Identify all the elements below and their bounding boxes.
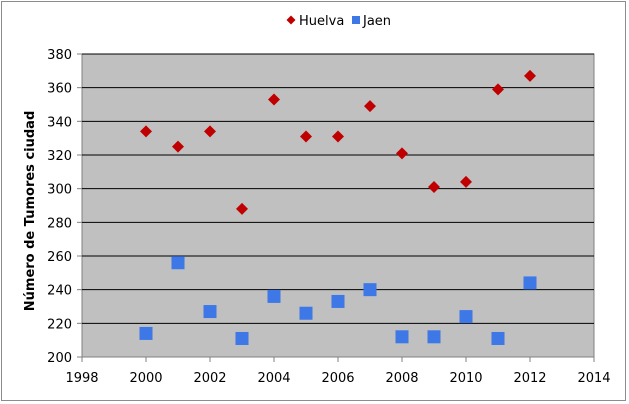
jaen-point	[299, 306, 313, 320]
y-tick-label: 240	[47, 284, 72, 299]
y-tick-label: 300	[47, 183, 72, 198]
y-tick-label: 340	[47, 115, 72, 130]
data-points	[139, 69, 537, 345]
huelva-point	[204, 125, 216, 138]
huelva-point	[524, 69, 536, 82]
x-tick-label: 2014	[577, 371, 610, 386]
jaen-point	[235, 331, 249, 345]
legend: Huelva Jaen	[286, 14, 391, 29]
jaen-point	[139, 326, 153, 340]
jaen-point	[395, 330, 409, 344]
x-tick-label: 2004	[257, 371, 290, 386]
jaen-point	[459, 310, 473, 324]
huelva-point	[332, 130, 344, 143]
x-tick-label: 2000	[129, 371, 162, 386]
huelva-point	[396, 147, 408, 160]
y-tick-label: 360	[47, 82, 72, 97]
huelva-point	[492, 83, 504, 96]
x-tick-label: 2008	[385, 371, 418, 386]
jaen-point	[427, 330, 441, 344]
y-axis-title: Número de Tumores ciudad	[23, 111, 38, 311]
huelva-point	[268, 93, 280, 106]
jaen-point	[203, 305, 217, 319]
y-tick-label: 200	[47, 351, 72, 366]
jaen-point	[267, 289, 281, 303]
x-tick-label: 2012	[513, 371, 546, 386]
legend-label-jaen: Jaen	[362, 14, 391, 29]
jaen-point	[491, 331, 505, 345]
y-axis-ticks: 200 220 240 260 280 300 320 340 360 380	[47, 48, 82, 366]
jaen-point	[331, 294, 345, 308]
huelva-point	[236, 202, 248, 215]
huelva-point	[428, 180, 440, 193]
y-tick-label: 320	[47, 149, 72, 164]
jaen-point	[171, 256, 185, 270]
y-tick-label: 280	[47, 216, 72, 231]
gridlines	[82, 53, 594, 324]
y-tick-label: 380	[47, 48, 72, 63]
legend-marker-huelva	[286, 15, 296, 25]
x-tick-label: 2002	[193, 371, 226, 386]
huelva-point	[172, 140, 184, 153]
legend-label-huelva: Huelva	[299, 14, 344, 29]
x-tick-label: 1998	[65, 371, 98, 386]
y-tick-label: 260	[47, 250, 72, 265]
x-tick-label: 2006	[321, 371, 354, 386]
y-tick-label: 220	[47, 317, 72, 332]
plot-area	[81, 53, 595, 358]
x-axis-ticks: 1998 2000 2002 2004 2006 2008 2010 2012 2014	[65, 357, 611, 386]
legend-marker-jaen	[352, 16, 360, 24]
huelva-point	[140, 125, 152, 138]
jaen-point	[363, 283, 377, 297]
huelva-point	[460, 175, 472, 188]
jaen-point	[523, 276, 537, 290]
huelva-point	[300, 130, 312, 143]
huelva-point	[364, 100, 376, 113]
x-tick-label: 2010	[449, 371, 482, 386]
